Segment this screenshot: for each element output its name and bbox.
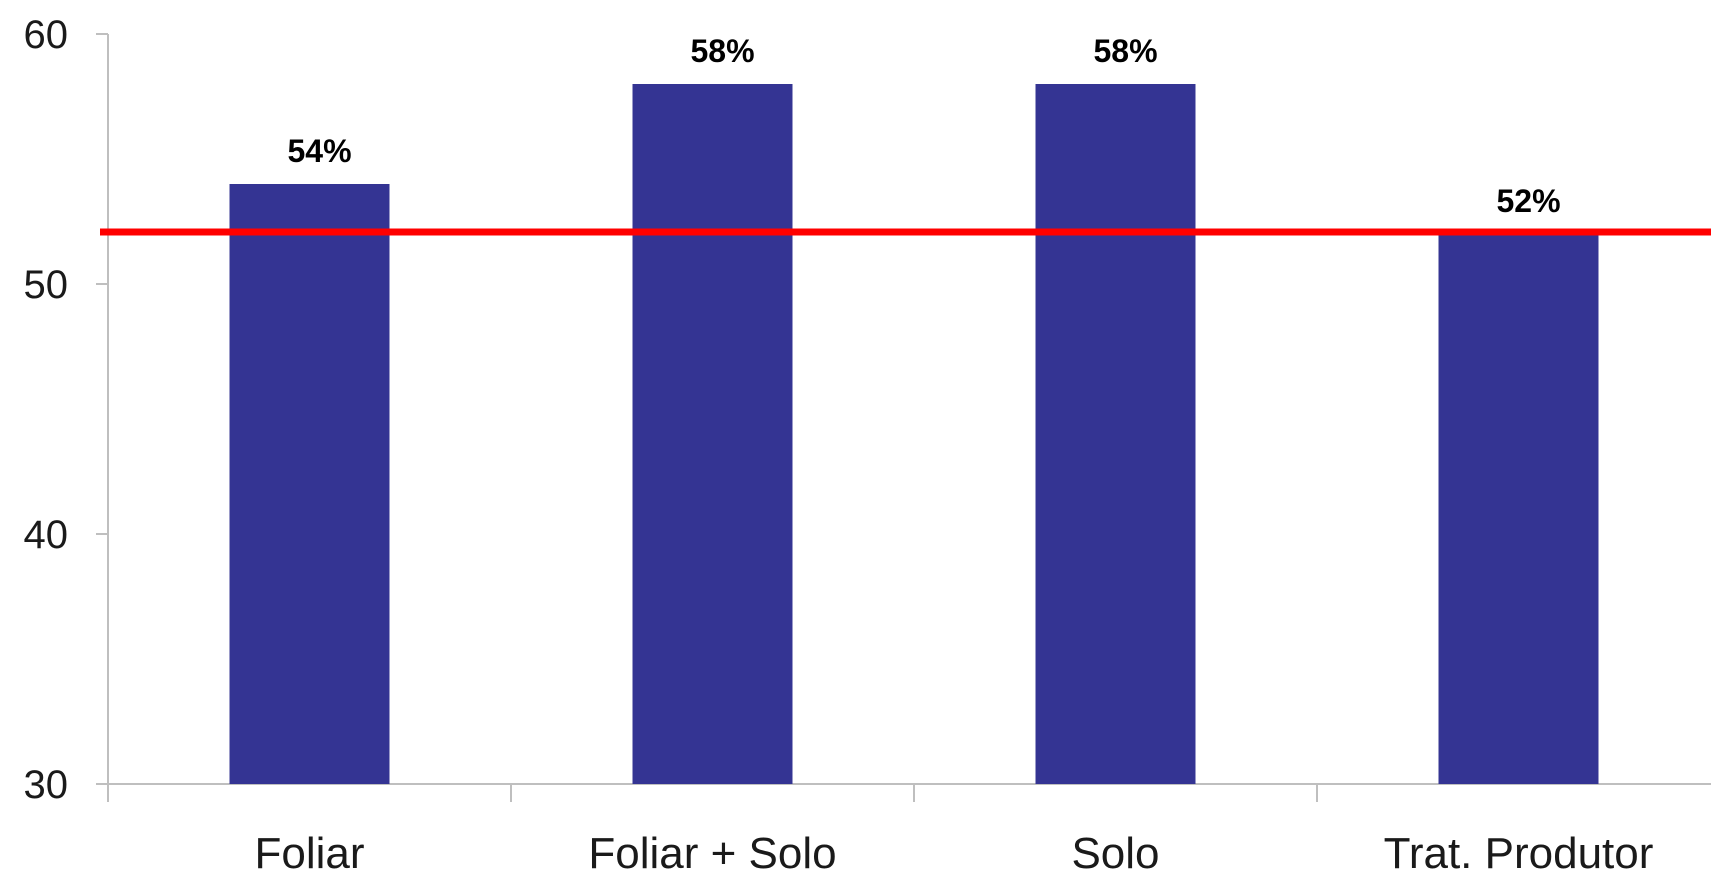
bar	[1439, 234, 1599, 784]
y-tick-label: 60	[24, 13, 69, 57]
data-labels: 54% 58% 58% 52%	[287, 33, 1560, 219]
y-tick-label: 40	[24, 513, 69, 557]
x-tick-label: Foliar + Solo	[588, 829, 836, 875]
bar	[230, 184, 390, 784]
y-tick-label: 50	[24, 263, 69, 307]
bars	[230, 84, 1599, 784]
data-label: 52%	[1496, 183, 1560, 219]
data-label: 58%	[690, 33, 754, 69]
bar	[633, 84, 793, 784]
x-axis: Foliar Foliar + Solo Solo Trat. Produtor	[108, 784, 1711, 875]
x-tick-label: Foliar	[254, 829, 364, 875]
y-axis: 30 40 50 60	[24, 13, 109, 807]
data-label: 54%	[287, 133, 351, 169]
y-tick-label: 30	[24, 763, 69, 807]
bar	[1036, 84, 1196, 784]
x-tick-label: Solo	[1071, 829, 1159, 875]
data-label: 58%	[1093, 33, 1157, 69]
x-tick-label: Trat. Produtor	[1384, 829, 1654, 875]
